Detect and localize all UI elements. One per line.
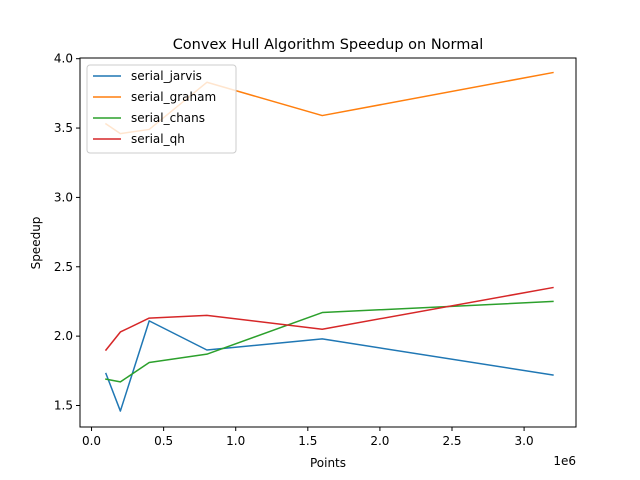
y-tick-label: 2.5 xyxy=(54,260,73,274)
plot-frame xyxy=(79,57,577,428)
y-tick-label: 3.0 xyxy=(54,190,73,204)
y-tick-label: 3.5 xyxy=(54,121,73,135)
series-line-serial_jarvis xyxy=(104,320,554,412)
chart-title: Convex Hull Algorithm Speedup on Normal xyxy=(173,37,484,53)
x-tick-label: 1.5 xyxy=(298,434,317,448)
y-axis: 1.5 2.0 2.5 3.0 3.5 4.0 xyxy=(54,52,80,412)
y-tick-label: 4.0 xyxy=(54,52,73,66)
legend-label-serial_chans: serial_chans xyxy=(131,111,205,125)
x-tick-label: 1.0 xyxy=(226,434,245,448)
x-axis: 0.0 0.5 1.0 1.5 2.0 2.5 3.0 xyxy=(82,427,534,448)
x-tick-label: 2.5 xyxy=(442,434,461,448)
legend: serial_jarvis serial_graham serial_chansse… xyxy=(86,64,237,154)
legend-label-serial_qh: serial_qh xyxy=(131,132,185,146)
x-offset-label: 1e6 xyxy=(553,454,576,468)
legend-box xyxy=(86,64,237,154)
x-tick-label: 0.5 xyxy=(154,434,173,448)
y-tick-label: 1.5 xyxy=(54,398,73,412)
y-axis-label: Speedup xyxy=(29,217,43,270)
series-line-serial_qh xyxy=(104,286,554,352)
x-axis-label: Points xyxy=(310,456,346,470)
legend-label-serial_graham: serial_graham xyxy=(131,90,216,104)
x-tick-label: 0.0 xyxy=(82,434,101,448)
x-tick-label: 2.0 xyxy=(370,434,389,448)
x-tick-label: 3.0 xyxy=(515,434,534,448)
y-tick-label: 2.0 xyxy=(54,329,73,343)
legend-label-serial_jarvis: serial_jarvis xyxy=(131,69,202,83)
series-line-serial_chans xyxy=(105,300,554,383)
